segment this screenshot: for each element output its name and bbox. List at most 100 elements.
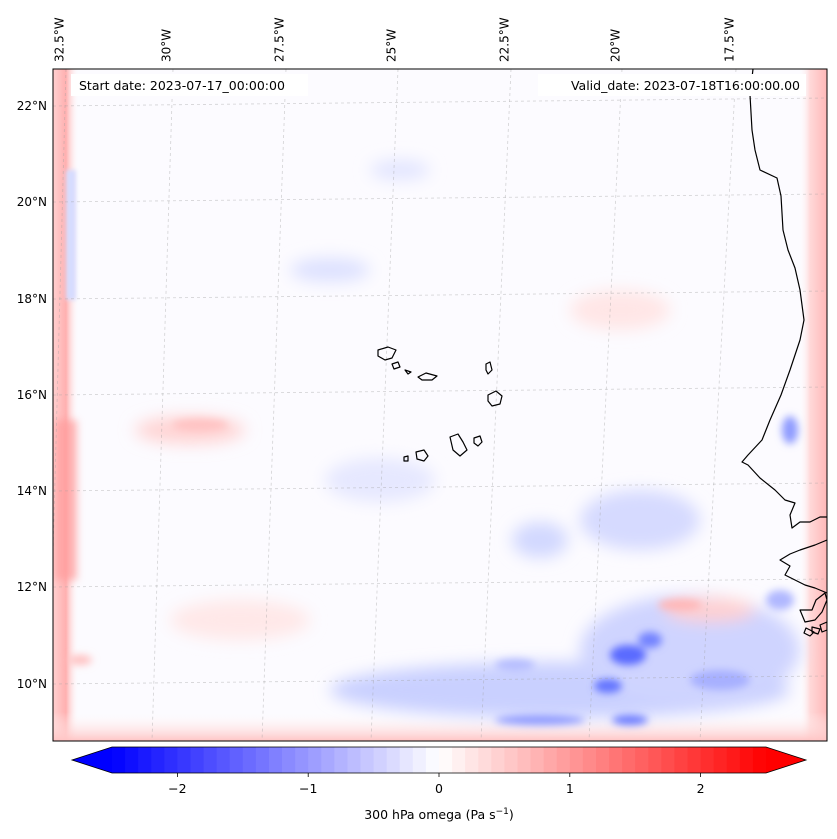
island-brava [403,455,409,462]
lon-label: 32.5°W [53,17,67,62]
colorbar-ticks: −2 −1 0 1 2 [168,773,705,796]
colorbar-segment [255,747,270,773]
colorbar-segment [556,747,571,773]
colorbar-segment [739,747,754,773]
colorbar-segment [216,747,231,773]
lon-label: 25°W [385,29,399,62]
colorbar-segment [439,747,453,773]
island-santiago [449,433,468,457]
colorbar-segment [308,747,322,773]
colorbar-segment [373,747,388,773]
patch-descent-north [290,258,370,282]
edge-ascent-south [53,712,827,741]
lat-label: 18°N [17,292,47,306]
colorbar-segment [543,747,558,773]
colorbar-segment [635,747,649,773]
island-sal [485,361,493,375]
colorbar-tick-label: −2 [168,781,186,796]
colorbar-segment [478,747,492,773]
patch-descent-11 [782,416,798,444]
field-sharp-patches [68,416,798,725]
island-fogo [415,449,429,462]
lon-label: 17.5°W [723,17,737,62]
lat-label: 16°N [17,388,47,402]
patch-descent-5 [690,670,750,690]
colorbar-segment [203,747,218,773]
valid-date-banner [538,74,806,96]
patch-strong-descent-1 [610,645,646,665]
colorbar-segment [595,747,610,773]
patch-descent-6 [766,590,794,610]
patch-ascent-7 [658,599,702,611]
colorbar-segment [713,747,728,773]
colorbar-segment [268,747,283,773]
island-maio [473,435,483,447]
valid-date-label: Valid_date: 2023-07-18T16:00:00.00 [571,78,800,93]
patch-strong-descent-3 [638,632,662,648]
longitude-labels: 32.5°W 30°W 27.5°W 25°W 22.5°W 20°W 17.5°W [53,17,737,62]
colorbar-segment [399,747,414,773]
colorbar-tick-label: −1 [299,781,317,796]
colorbar-segment [334,747,349,773]
colorbar-segment [347,747,362,773]
omega-field [53,69,827,741]
colorbar-segment [752,747,767,773]
colorbar: −2 −1 0 1 2 300 hPa omega (Pa s−1) [70,746,808,822]
coastline-west-africa [741,69,827,594]
colorbar-segment [412,747,427,773]
lat-label: 20°N [17,195,47,209]
edge-ascent-east [799,69,827,741]
edge-core-west [55,420,77,580]
colorbar-segment [321,747,335,773]
patch-ascent-southwest [170,600,310,640]
island-santa-luzia [404,369,412,375]
colorbar-segment [425,747,440,773]
colorbar-segment [726,747,741,773]
patch-ascent-10 [68,655,92,665]
island-boa-vista [487,390,503,407]
lat-label: 10°N [17,677,47,691]
colorbar-segment [386,747,401,773]
coastline-guinea-bissau-islands [799,592,827,637]
latitude-labels: 22°N 20°N 18°N 16°N 14°N 12°N 10°N [17,99,47,691]
island-santo-antao [377,346,397,361]
colorbar-segment [569,747,584,773]
colorbar-segment [112,747,126,773]
start-date-label: Start date: 2023-07-17_00:00:00 [79,78,285,93]
lat-label: 12°N [17,580,47,594]
colorbar-segment [609,747,623,773]
colorbar-min-extension [72,747,112,773]
colorbar-segment [661,747,676,773]
colorbar-segment [622,747,636,773]
colorbar-tick-label: 0 [435,781,443,796]
colorbar-tick-label: 1 [566,781,574,796]
map-panel: Start date: 2023-07-17_00:00:00 Valid_da… [53,69,827,741]
colorbar-segment [190,747,205,773]
colorbar-segment [282,747,296,773]
patch-strong-descent-2 [594,679,622,693]
colorbar-segment [295,747,309,773]
lon-label: 30°W [160,29,174,62]
lat-label: 22°N [17,99,47,113]
edge-descent-west [66,170,76,300]
lon-label: 27.5°W [273,17,287,62]
colorbar-segment [582,747,597,773]
colorbar-segment [452,747,466,773]
colorbar-segment [530,747,545,773]
colorbar-segment [491,747,505,773]
colorbar-segment [229,747,244,773]
patch-descent-east [580,490,700,550]
patch-ascent-northeast [570,290,670,330]
colorbar-segment [125,747,139,773]
colorbar-max-extension [766,747,806,773]
patch-descent-band [495,715,585,725]
patch-strong-descent-4 [612,715,648,725]
colorbar-segment [465,747,479,773]
map-frame [52,68,828,742]
colorbar-segment [151,747,165,773]
colorbar-segment [674,747,689,773]
lon-label: 22.5°W [498,17,512,62]
start-date-banner [71,74,308,96]
lon-label: 20°W [609,29,623,62]
